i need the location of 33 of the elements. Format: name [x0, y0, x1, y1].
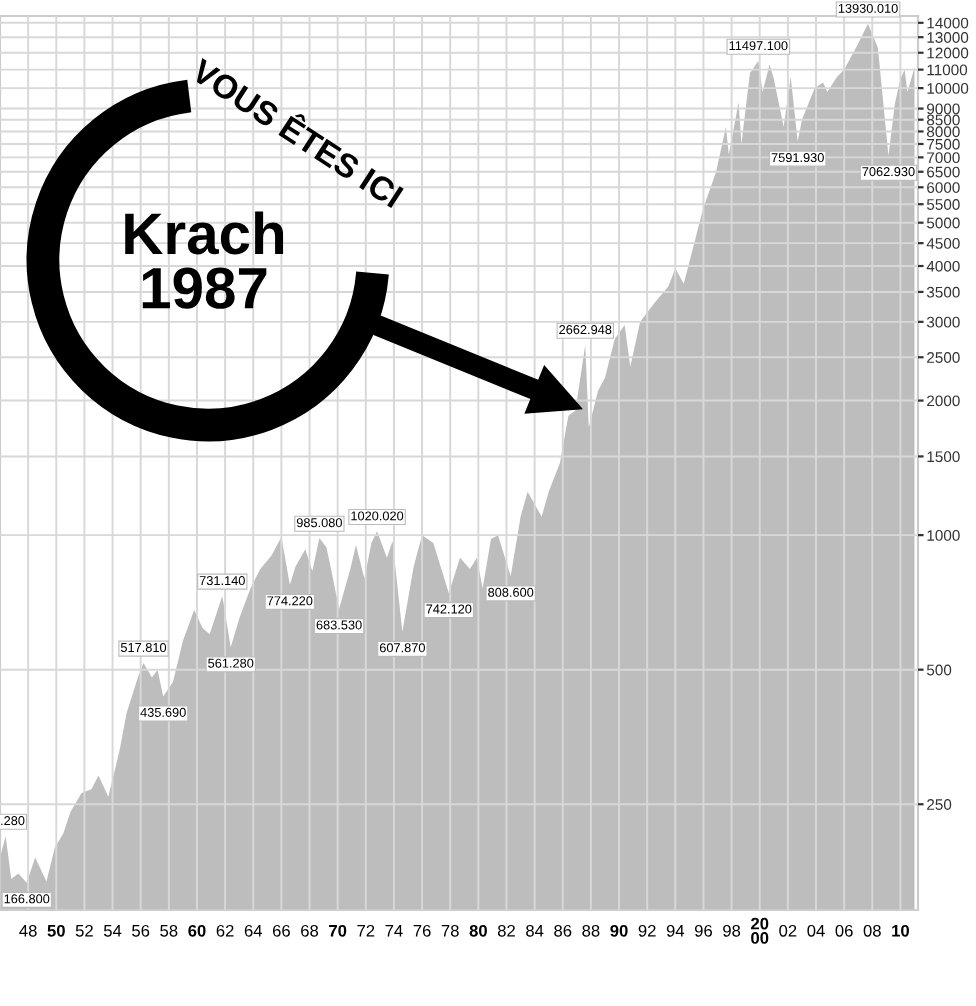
x-tick-label: 10 [892, 924, 909, 937]
x-tick-label: 04 [807, 924, 825, 937]
x-tick-label: 56 [132, 924, 150, 937]
x-tick-label: 60 [188, 924, 206, 937]
x-tick-label: 08 [863, 924, 881, 937]
x-tick-label: 88 [582, 924, 600, 937]
x-tick-label: 82 [497, 924, 515, 937]
x-tick-label: 06 [835, 924, 853, 937]
x-tick-label: 70 [329, 924, 347, 937]
x-tick-label: 96 [694, 924, 712, 937]
annotation: Krach 1987 [125, 211, 284, 309]
x-tick-label: 54 [103, 925, 122, 937]
x-tick-label: 92 [638, 924, 656, 937]
x-tick-label: 64 [244, 924, 263, 937]
x-tick-label: 58 [160, 924, 178, 937]
x-tick-label: 72 [357, 924, 375, 937]
x-tick-label: 98 [723, 924, 741, 937]
x-tick-label: 48 [19, 924, 37, 937]
x-tick-label: 78 [441, 924, 459, 937]
x-tick-label: 80 [469, 924, 487, 937]
x-tick-label: 74 [385, 925, 403, 937]
x-tick-label: 50 [47, 924, 65, 937]
x-tick-label: 02 [779, 924, 797, 937]
x-tick-label: 62 [216, 924, 234, 937]
x-tick-label: 52 [75, 924, 93, 937]
x-tick-label: 66 [272, 924, 290, 937]
x-tick-label: 86 [554, 924, 572, 937]
x-tick-label: 84 [526, 924, 544, 937]
x-tick-label: 76 [413, 924, 431, 937]
x-tick-label: 20 00 [751, 917, 769, 944]
x-tick-label: 90 [610, 924, 628, 937]
x-tick-label: 68 [301, 924, 319, 937]
x-tick-label: 94 [666, 924, 685, 937]
